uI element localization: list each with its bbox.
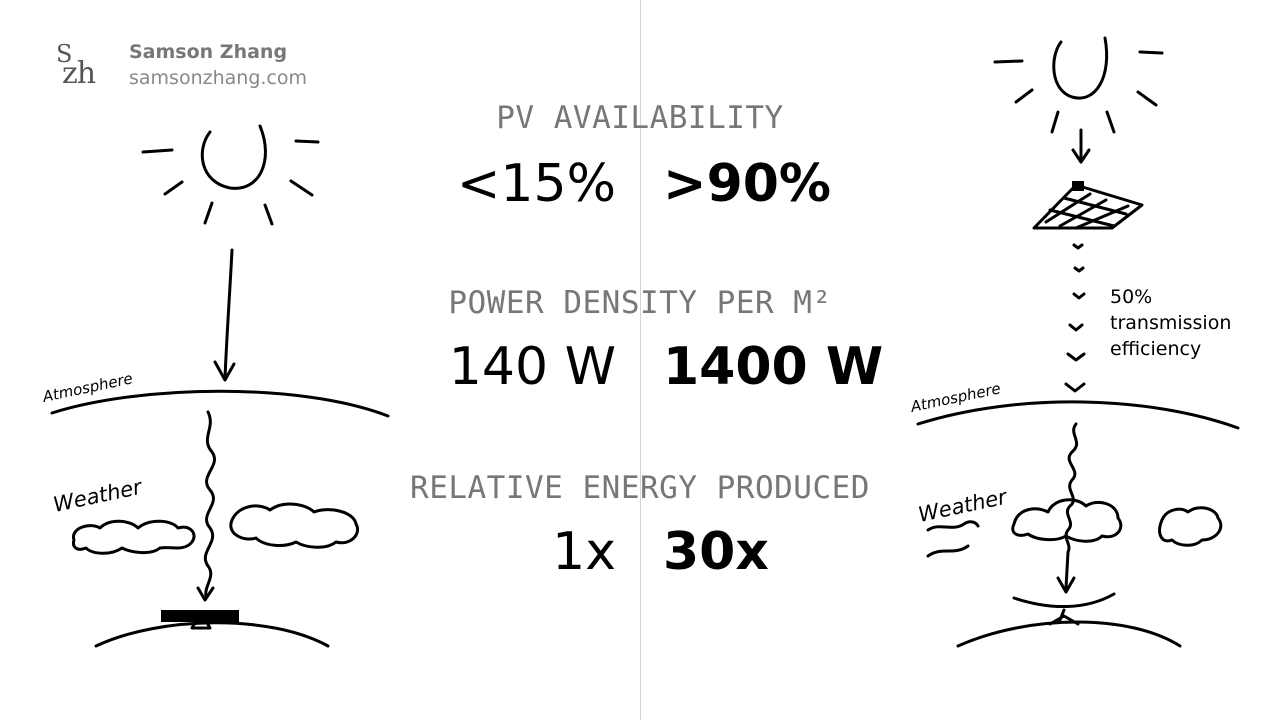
wave-arrowhead: [196, 586, 215, 602]
metric-value-ground-power-density: 140 W: [448, 337, 616, 397]
atmosphere-line: [916, 400, 1240, 430]
weather-wisp-2: [926, 544, 970, 558]
metric-value-space-relative-energy: 30x: [663, 522, 769, 582]
weather-wisp-1: [926, 520, 980, 532]
metric-value-space-pv-availability: >90%: [663, 154, 832, 214]
sunlight-arrow: [213, 248, 236, 382]
ground-curve: [956, 620, 1182, 648]
metric-label-pv-availability: PV AVAILABILITY: [496, 100, 784, 136]
logo-letter-s: S: [56, 40, 73, 68]
metric-value-ground-relative-energy: 1x: [552, 522, 616, 582]
metric-value-space-power-density: 1400 W: [663, 337, 884, 397]
center-divider: [640, 0, 641, 720]
microwave-beam: [1064, 243, 1086, 393]
sunlight-arrow: [1071, 128, 1091, 164]
space-solar-sketch: Atmosphere Weather: [908, 36, 1240, 648]
ground-solar-sketch: Atmosphere Weather: [40, 124, 390, 648]
transmitted-beam-wave: [1064, 422, 1079, 590]
atmosphere-line: [50, 389, 390, 418]
cloud-right: [229, 502, 359, 549]
rectenna-dish: [1012, 592, 1116, 609]
metric-label-relative-energy: RELATIVE ENERGY PRODUCED: [410, 470, 870, 506]
author-name: Samson Zhang: [129, 41, 288, 63]
atmosphere-label: Atmosphere: [40, 369, 134, 406]
author-logo: S zh: [52, 40, 108, 92]
ground-curve: [94, 621, 330, 648]
sun-icon: [141, 124, 320, 226]
author-website: samsonzhang.com: [129, 67, 307, 89]
satellite-icon: [1032, 181, 1144, 230]
beam-arrowhead: [1056, 576, 1076, 594]
cloud-right: [1158, 506, 1223, 547]
transmitted-light-wave: [204, 410, 216, 598]
transmission-efficiency-note: 50% transmission efficiency: [1110, 286, 1232, 360]
logo-letters-zh: zh: [62, 56, 96, 91]
sun-icon: [993, 36, 1164, 134]
metric-value-ground-pv-availability: <15%: [456, 154, 616, 214]
weather-label: Weather: [916, 484, 1010, 526]
cloud-left: [72, 519, 196, 555]
atmosphere-label: Atmosphere: [908, 379, 1002, 416]
metric-label-power-density: POWER DENSITY PER M²: [448, 285, 832, 321]
weather-label: Weather: [51, 474, 145, 516]
cloud-center: [1011, 498, 1123, 543]
